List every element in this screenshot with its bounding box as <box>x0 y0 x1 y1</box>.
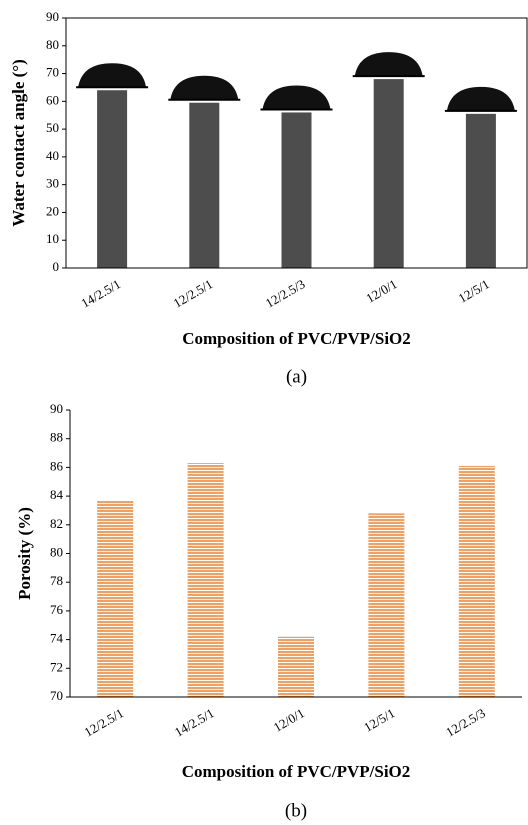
y-tick-label: 10 <box>46 231 59 246</box>
y-tick-label: 84 <box>50 487 64 502</box>
y-tick-label: 78 <box>50 573 63 588</box>
x-tick-label: 14/2.5/1 <box>78 276 123 310</box>
y-tick-label: 0 <box>53 259 60 274</box>
y-tick-label: 76 <box>50 602 64 617</box>
caption: (b) <box>285 800 307 821</box>
bar <box>188 463 224 697</box>
caption: (a) <box>286 366 307 387</box>
x-tick-label: 12/2.5/3 <box>443 705 488 739</box>
bar <box>374 79 404 268</box>
y-axis-title: Water contact angle (°) <box>9 59 28 226</box>
x-tick-label: 12/2.5/1 <box>81 705 126 739</box>
x-tick-label: 14/2.5/1 <box>172 705 217 739</box>
y-tick-label: 74 <box>50 631 64 646</box>
droplet <box>263 85 331 109</box>
y-tick-label: 72 <box>50 659 63 674</box>
y-tick-label: 20 <box>46 203 59 218</box>
y-tick-label: 90 <box>46 9 59 24</box>
droplet <box>447 87 515 111</box>
y-tick-label: 80 <box>46 37 59 52</box>
y-tick-label: 80 <box>50 544 63 559</box>
bar <box>466 114 496 268</box>
y-tick-label: 40 <box>46 148 59 163</box>
droplet <box>355 52 423 76</box>
y-axis-title: Porosity (%) <box>15 507 34 600</box>
x-tick-label: 12/5/1 <box>456 276 492 306</box>
x-tick-label: 12/2.5/1 <box>171 276 216 310</box>
y-tick-label: 88 <box>50 430 63 445</box>
y-tick-label: 70 <box>46 65 59 80</box>
bar <box>97 90 127 268</box>
bar <box>282 112 312 268</box>
bar <box>97 500 133 697</box>
y-tick-label: 82 <box>50 516 63 531</box>
bar <box>368 513 404 697</box>
droplet <box>78 63 146 87</box>
y-tick-label: 50 <box>46 120 59 135</box>
x-tick-label: 12/5/1 <box>361 705 397 735</box>
figure: 0 10 20 30 40 50 60 70 80 90 14/2.5/1 12/2.5/1 12/2.… <box>0 0 528 825</box>
x-tick-label: 12/0/1 <box>271 705 307 735</box>
bar <box>189 103 219 268</box>
droplet <box>170 76 238 100</box>
y-tick-label: 90 <box>50 401 63 416</box>
x-tick-label: 12/2.5/3 <box>263 276 308 310</box>
y-tick-label: 30 <box>46 176 59 191</box>
y-tick-label: 86 <box>50 458 64 473</box>
bar <box>278 637 314 697</box>
x-axis-title: Composition of PVC/PVP/SiO2 <box>182 329 411 348</box>
x-axis-title: Composition of PVC/PVP/SiO2 <box>182 762 411 781</box>
y-tick-label: 70 <box>50 688 63 703</box>
y-tick-label: 60 <box>46 92 59 107</box>
x-tick-label: 12/0/1 <box>363 276 399 306</box>
bar <box>459 466 495 697</box>
